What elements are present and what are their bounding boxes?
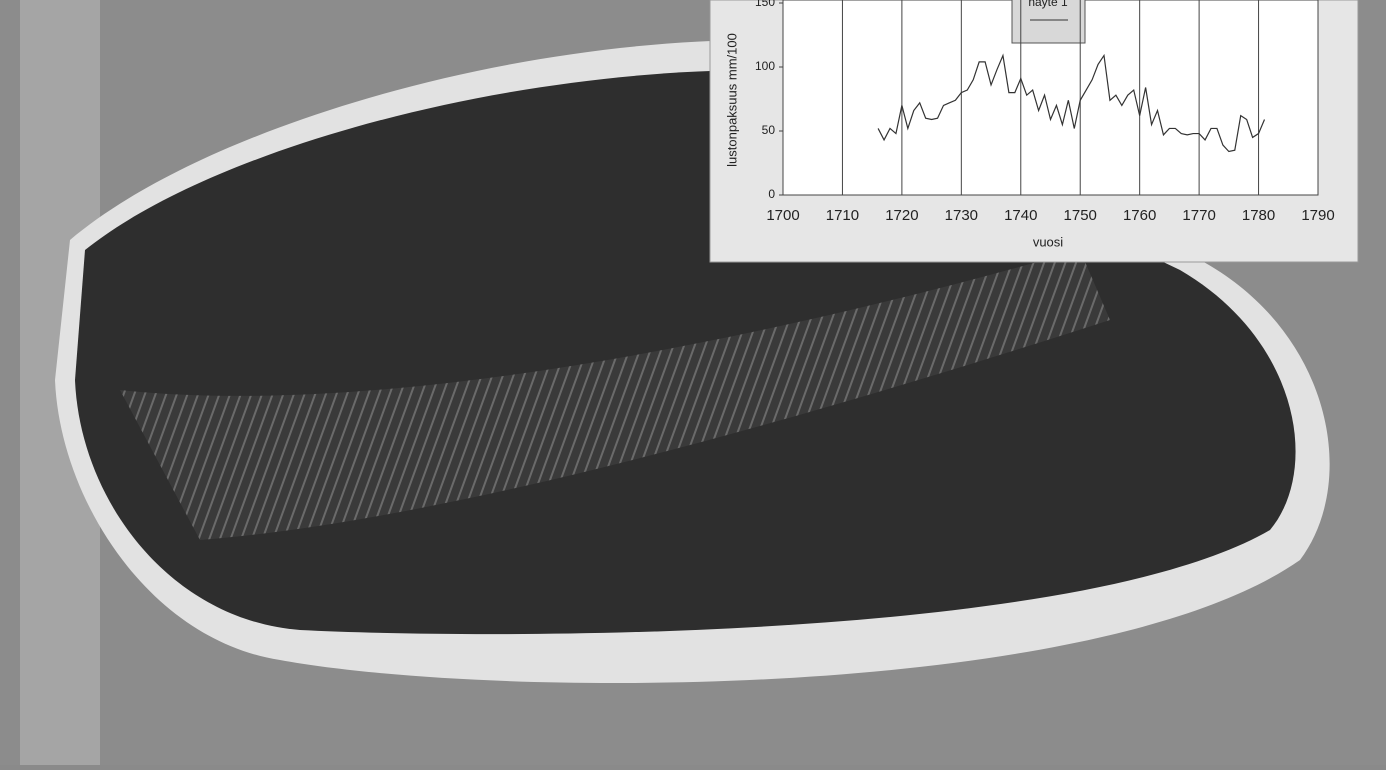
y-tick-label: 100: [755, 59, 775, 73]
x-tick-label: 1720: [885, 207, 918, 224]
x-tick-label: 1710: [826, 207, 859, 224]
page: näyte 1 vuosi lustonpaksuus mm/100 0 50 10…: [0, 0, 1386, 765]
y-tick-label: 150: [755, 0, 775, 9]
x-tick-label: 1790: [1301, 207, 1334, 224]
x-tick-label: 1750: [1064, 207, 1097, 224]
y-tick-label: 0: [768, 187, 775, 201]
legend-label: näyte 1: [1028, 0, 1068, 9]
x-axis-label: vuosi: [1033, 234, 1063, 249]
y-tick-label: 50: [762, 123, 776, 137]
x-tick-label: 1770: [1182, 207, 1215, 224]
x-tick-label: 1780: [1242, 207, 1275, 224]
x-tick-label: 1760: [1123, 207, 1156, 224]
y-axis-label: lustonpaksuus mm/100: [724, 33, 739, 167]
x-tick-label: 1740: [1004, 207, 1037, 224]
x-tick-label: 1730: [945, 207, 978, 224]
x-tick-label: 1700: [766, 207, 799, 224]
figure: näyte 1 vuosi lustonpaksuus mm/100 0 50 10…: [0, 0, 1386, 765]
